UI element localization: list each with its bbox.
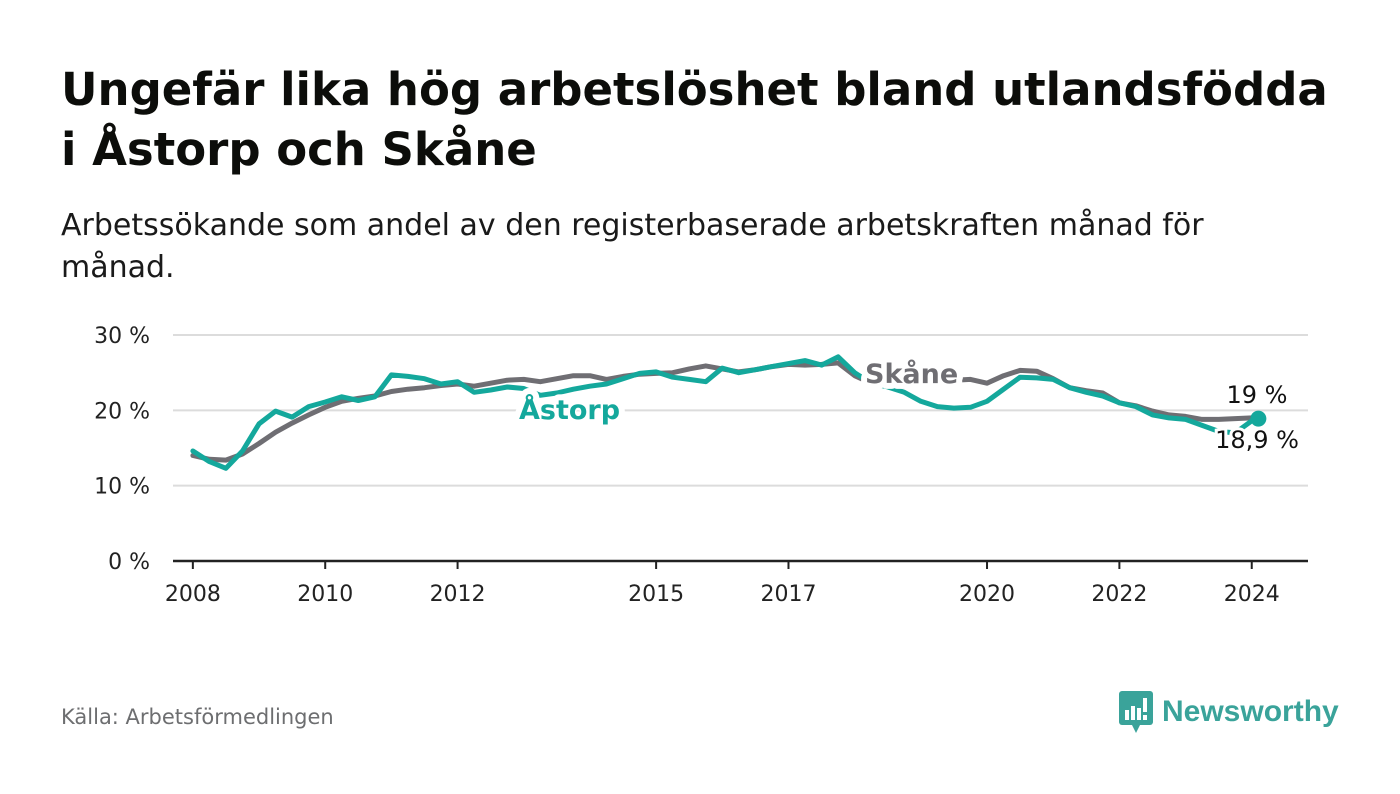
x-tick-label: 2015: [628, 582, 684, 607]
x-tick-label: 2017: [760, 582, 816, 607]
series-label-astorp-halo: Åstorp: [519, 394, 620, 426]
chart-subtitle: Arbetssökande som andel av den registerb…: [61, 208, 1204, 285]
end-value-label-skane: 19 %: [1227, 381, 1288, 409]
series-label-skane: Skåne: [865, 358, 958, 390]
series-endpoint-astorp: [1250, 410, 1267, 427]
y-tick-label: 10 %: [94, 475, 150, 500]
end-value-label-astorp: 18,9 %: [1215, 426, 1299, 454]
newsworthy-logo: Newsworthy: [1118, 690, 1339, 734]
brand-name: Newsworthy: [1162, 695, 1339, 728]
y-tick-label: 0 %: [108, 550, 150, 575]
x-tick-label: 2024: [1224, 582, 1280, 607]
x-tick-label: 2012: [430, 582, 486, 607]
source-note: Källa: Arbetsförmedlingen: [61, 705, 334, 729]
y-tick-label: 30 %: [94, 324, 150, 349]
x-tick-label: 2008: [165, 582, 221, 607]
newsworthy-logo-icon: [1119, 691, 1153, 733]
series-line-skane: [190, 360, 1255, 463]
series-label-astorp: Åstorp: [519, 394, 620, 426]
series-line-astorp: [190, 354, 1261, 471]
x-tick-label: 2010: [297, 582, 353, 607]
y-tick-label: 20 %: [94, 399, 150, 424]
line-chart: 0 % 10 % 20 % 30 % 2008 2010 2012 2015 2017 2020 2…: [94, 324, 1308, 607]
series-label-skane-halo: Skåne: [865, 358, 958, 390]
x-tick-label: 2020: [959, 582, 1015, 607]
chart-title: Ungefär lika hög arbetslöshet bland utla…: [61, 63, 1328, 176]
x-tick-label: 2022: [1091, 582, 1147, 607]
